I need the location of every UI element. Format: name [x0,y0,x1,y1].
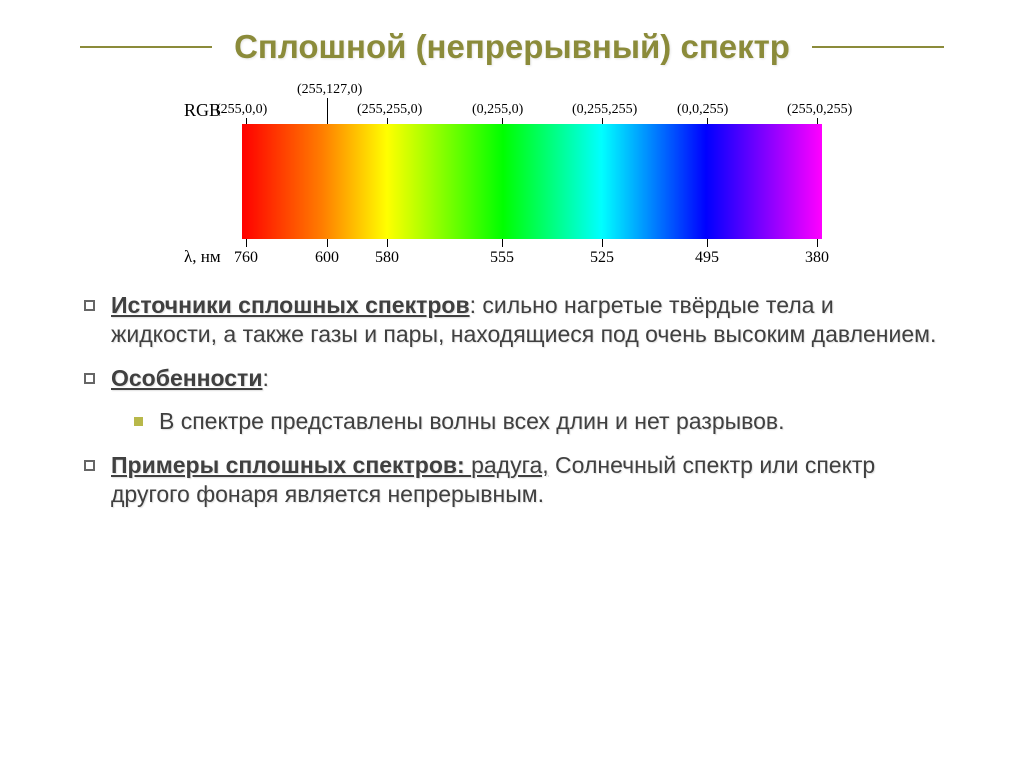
wavelength-tick-label: 600 [315,249,339,267]
wavelength-tick-line [817,239,818,247]
bullet-sources: Источники сплошных спектров: сильно нагр… [84,291,944,350]
wavelength-tick-label: 580 [375,249,399,267]
bullet-examples: Примеры сплошных спектров: радуга, Солне… [84,451,944,510]
lead-text: Источники сплошных спектров [111,292,470,318]
rest-text: : [262,365,268,391]
wavelength-tick-line [602,239,603,247]
wavelength-tick-label: 525 [590,249,614,267]
rgb-tick-line [327,98,328,124]
slide-title: Сплошной (непрерывный) спектр [212,28,812,66]
title-rule-left [80,46,212,48]
wavelength-tick-line [387,239,388,247]
rgb-tick-label: (0,0,255) [677,102,728,118]
rgb-tick-label: (255,0,0) [216,102,267,118]
rgb-tick-label: (255,255,0) [357,102,422,118]
bullet-text: В спектре представлены волны всех длин и… [159,407,785,436]
rgb-tick-label: (0,255,0) [472,102,523,118]
title-row: Сплошной (непрерывный) спектр [80,28,944,66]
square-bullet-icon [84,460,95,471]
rgb-tick-label: (255,0,255) [787,102,852,118]
content-area: Источники сплошных спектров: сильно нагр… [80,291,944,510]
bullet-text: Особенности: [111,364,269,393]
square-bullet-icon [84,300,95,311]
lead-text: Особенности [111,365,262,391]
wavelength-tick-line [327,239,328,247]
lead-text: Примеры сплошных спектров: [111,452,471,478]
square-bullet-icon [134,417,143,426]
wavelength-tick-label: 495 [695,249,719,267]
bullet-features-sub: В спектре представлены волны всех длин и… [134,407,944,436]
rgb-labels-row: RGB (255,0,0)(255,127,0)(255,255,0)(0,25… [162,78,862,124]
wavelength-tick-label: 760 [234,249,258,267]
rgb-tick-label: (255,127,0) [297,82,362,98]
wavelength-axis-label: λ, нм [184,247,221,267]
wavelength-tick-label: 380 [805,249,829,267]
square-bullet-icon [84,373,95,384]
slide: Сплошной (непрерывный) спектр RGB (255,0… [0,0,1024,767]
bullet-text: Источники сплошных спектров: сильно нагр… [111,291,944,350]
wavelength-tick-line [246,239,247,247]
wavelength-tick-line [502,239,503,247]
underlined-text: радуга, [471,452,549,478]
wavelength-tick-line [707,239,708,247]
bullet-text: Примеры сплошных спектров: радуга, Солне… [111,451,944,510]
bullet-features: Особенности: [84,364,944,393]
rgb-tick-label: (0,255,255) [572,102,637,118]
title-rule-right [812,46,944,48]
spectrum-figure: RGB (255,0,0)(255,127,0)(255,255,0)(0,25… [162,78,862,273]
wavelength-row: λ, нм 760 600 580 555 525 495 380 [162,239,862,273]
spectrum-bar [242,124,822,239]
wavelength-tick-label: 555 [490,249,514,267]
